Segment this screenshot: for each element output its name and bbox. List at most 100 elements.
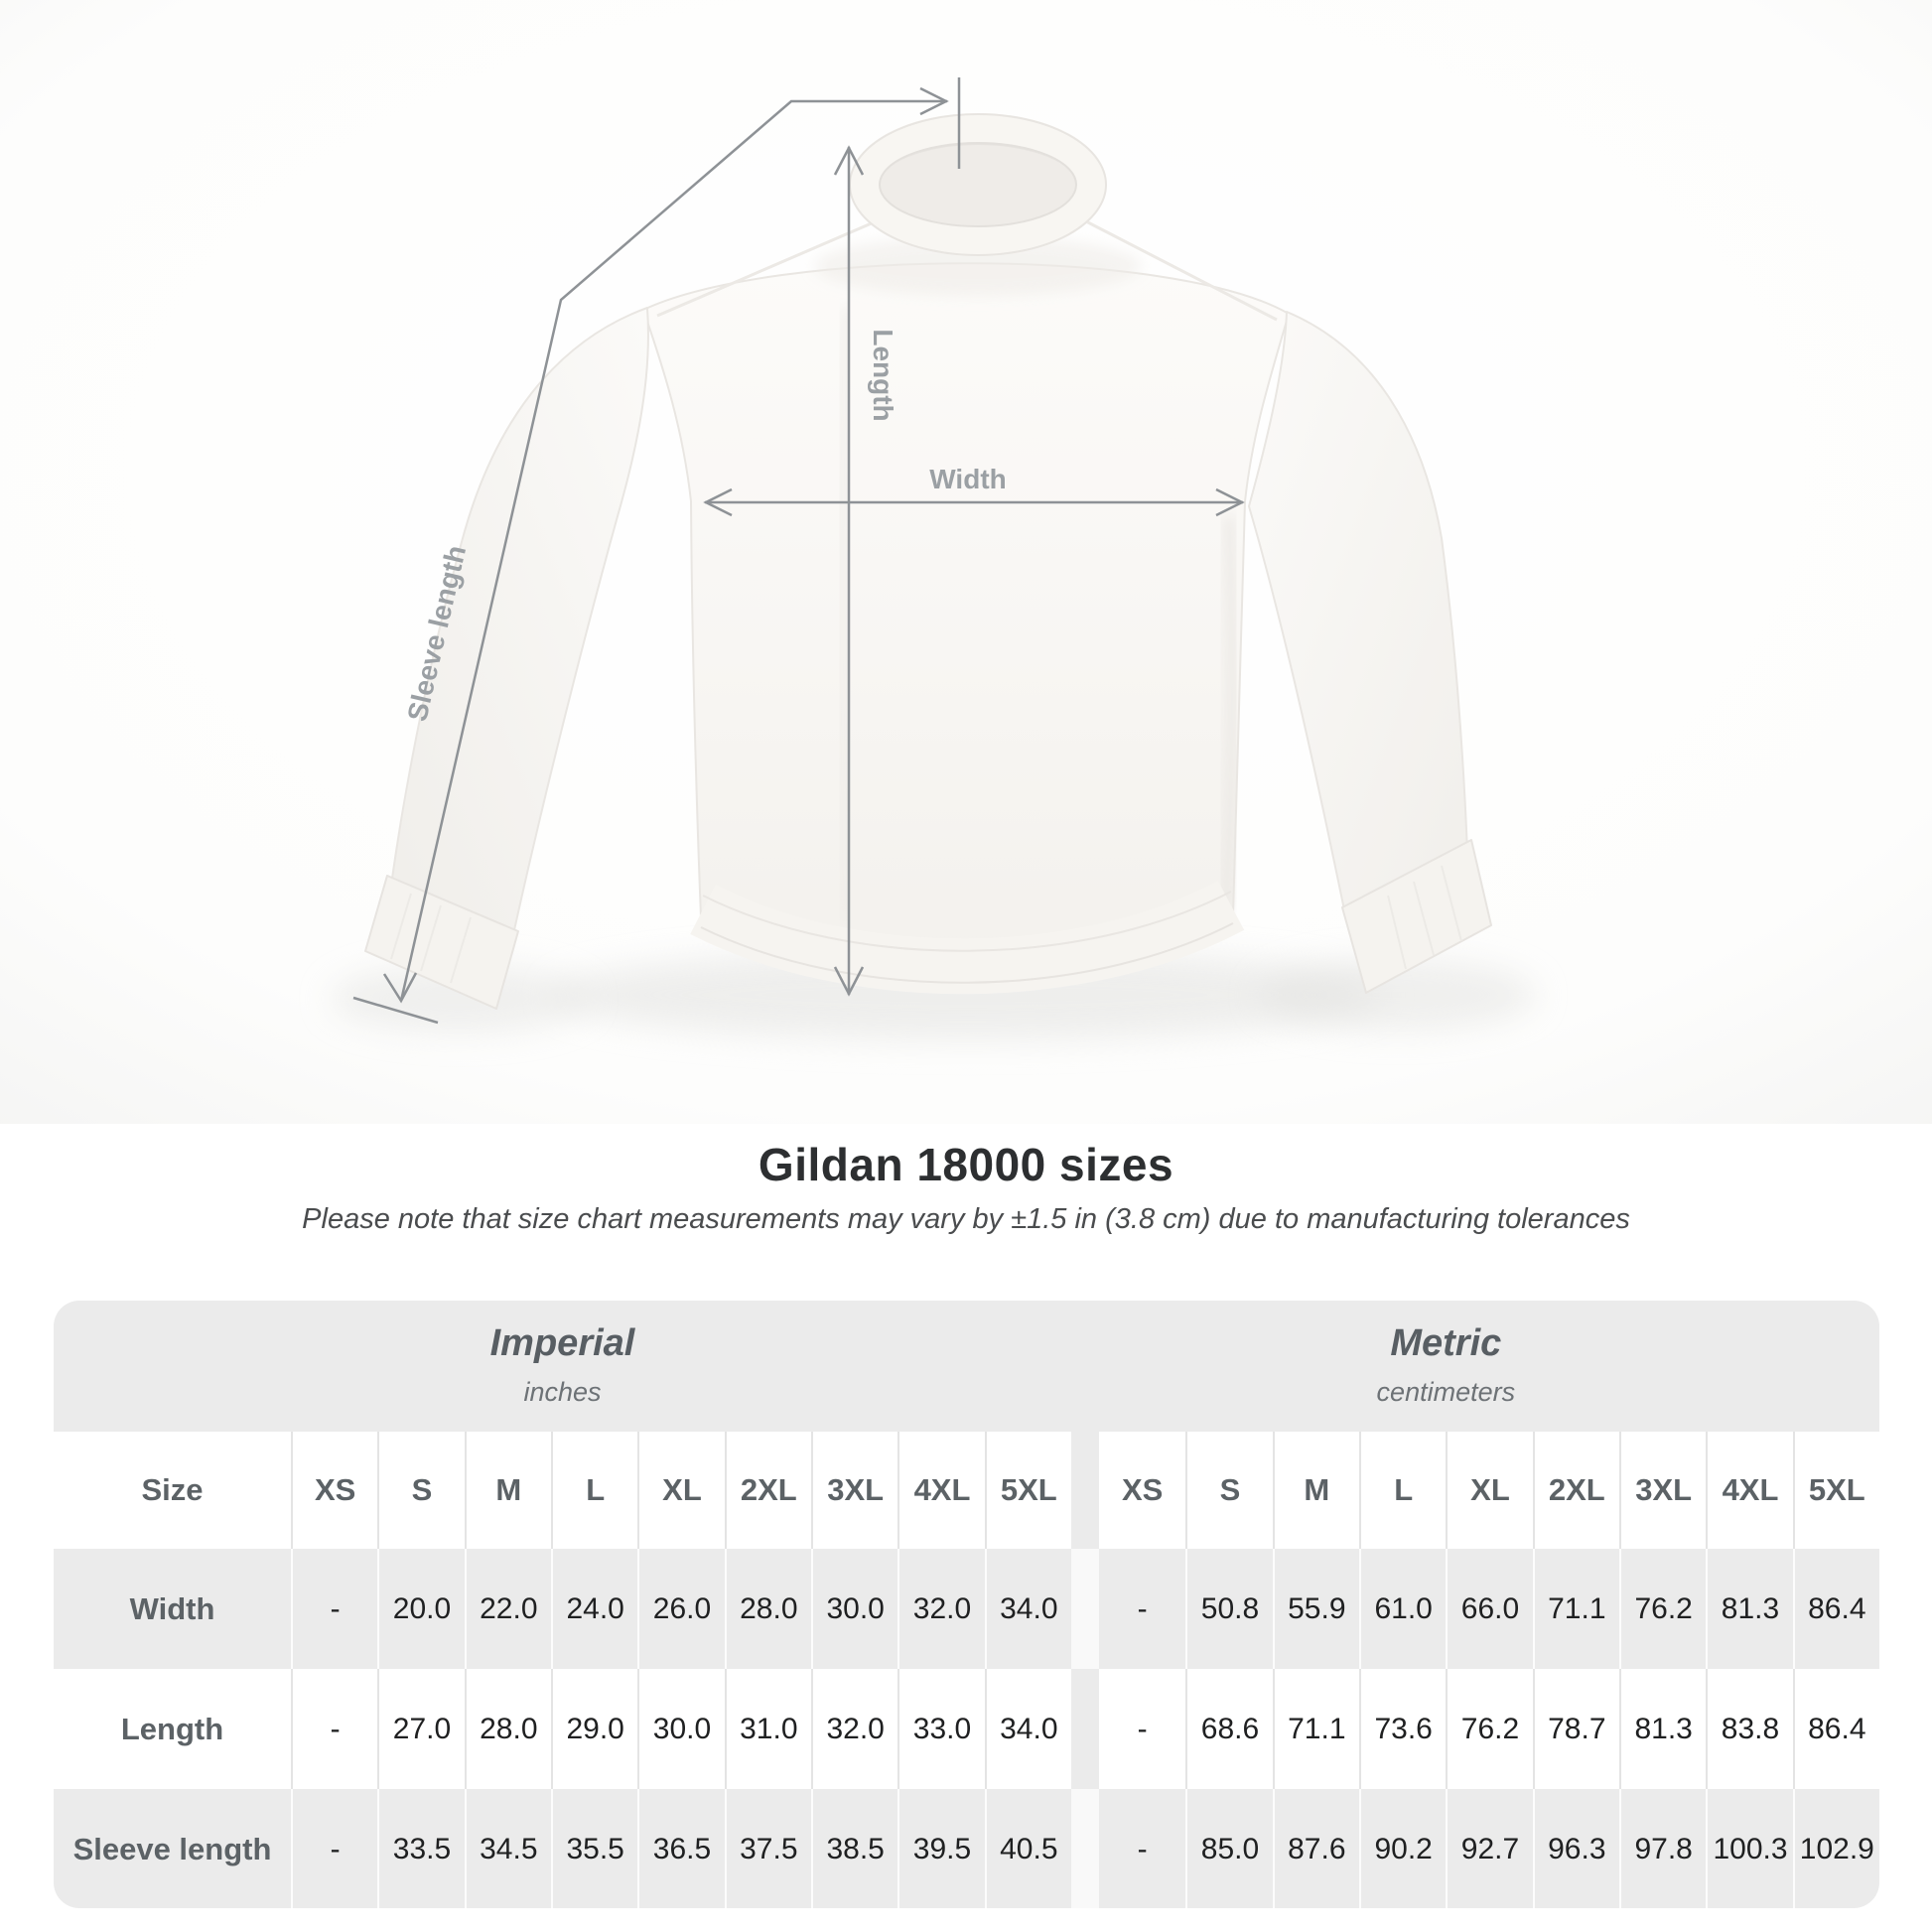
imperial-value-cell: - xyxy=(291,1549,377,1669)
size-table-body: Width -20.0 22.0 24.0 26.0 28.0 30.0 32.0 34.0-5… xyxy=(54,1549,1879,1908)
length-dimension-label: Length xyxy=(868,329,898,421)
metric-value-cell: 71.1 xyxy=(1272,1669,1359,1789)
group-divider xyxy=(1071,1432,1099,1549)
size-col-imperial-3xl: 3XL xyxy=(811,1432,897,1549)
group-divider xyxy=(1071,1549,1099,1669)
imperial-value-cell: 40.5 xyxy=(984,1789,1071,1908)
size-col-imperial-s: S xyxy=(377,1432,464,1549)
imperial-unit: inches xyxy=(523,1377,602,1407)
imperial-value-cell: 28.0 xyxy=(464,1669,551,1789)
size-col-imperial-xs: XS xyxy=(291,1432,377,1549)
size-col-imperial-4xl: 4XL xyxy=(897,1432,984,1549)
imperial-value-cell: 32.0 xyxy=(811,1669,897,1789)
imperial-value-cell: 39.5 xyxy=(897,1789,984,1908)
size-col-imperial-xl: XL xyxy=(637,1432,724,1549)
size-col-metric-3xl: 3XL xyxy=(1619,1432,1706,1549)
metric-unit: centimeters xyxy=(1376,1377,1516,1407)
size-col-metric-4xl: 4XL xyxy=(1706,1432,1792,1549)
imperial-value-cell: 22.0 xyxy=(464,1549,551,1669)
metric-value-cell: 86.4 xyxy=(1792,1549,1879,1669)
metric-value-cell: 78.7 xyxy=(1532,1669,1619,1789)
sweatshirt-size-diagram: Width Length Sleeve length xyxy=(0,0,1932,1124)
waistband xyxy=(690,881,1245,995)
group-divider xyxy=(1071,1789,1099,1908)
size-col-metric-l: L xyxy=(1359,1432,1446,1549)
size-col-imperial-l: L xyxy=(551,1432,637,1549)
size-header-row: Size XS S M L XL 2XL 3XL 4XL 5XL XS S M L XL 2XL 3XL 4XL 5… xyxy=(54,1432,1879,1549)
size-col-imperial-5xl: 5XL xyxy=(984,1432,1071,1549)
garment-shadow xyxy=(330,949,1537,1040)
metric-value-cell: 87.6 xyxy=(1272,1789,1359,1908)
metric-value-cell: 85.0 xyxy=(1185,1789,1272,1908)
metric-value-cell: - xyxy=(1137,1832,1148,1865)
imperial-value-cell: 34.5 xyxy=(464,1789,551,1908)
imperial-value-cell: 33.5 xyxy=(377,1789,464,1908)
metric-value-cell: 96.3 xyxy=(1532,1789,1619,1908)
metric-value-cell: - xyxy=(1137,1712,1148,1745)
imperial-value-cell: 38.5 xyxy=(811,1789,897,1908)
metric-value-cell: 71.1 xyxy=(1532,1549,1619,1669)
width-dimension-line xyxy=(703,487,1245,517)
metric-value-cell: 50.8 xyxy=(1185,1549,1272,1669)
tolerance-note: Please note that size chart measurements… xyxy=(302,1203,1630,1235)
size-col-metric-xs: XS xyxy=(1121,1472,1164,1507)
dimension-lines xyxy=(352,77,1245,1025)
metric-value-cell: 76.2 xyxy=(1619,1549,1706,1669)
sweatshirt-illustration xyxy=(364,113,1492,1010)
metric-value-cell: 55.9 xyxy=(1272,1549,1359,1669)
metric-value-cell: 73.6 xyxy=(1359,1669,1446,1789)
sweatshirt-body xyxy=(642,262,1290,968)
page-title: Gildan 18000 sizes xyxy=(758,1139,1174,1190)
imperial-value-cell: 35.5 xyxy=(551,1789,637,1908)
collar-rib xyxy=(850,113,1106,256)
size-col-imperial-m: M xyxy=(464,1432,551,1549)
imperial-value-cell: 27.0 xyxy=(377,1669,464,1789)
metric-value-cell: 92.7 xyxy=(1446,1789,1532,1908)
group-divider xyxy=(1071,1669,1099,1789)
imperial-value-cell: - xyxy=(291,1669,377,1789)
imperial-value-cell: 32.0 xyxy=(897,1549,984,1669)
metric-label: Metric xyxy=(1390,1322,1502,1364)
sleeve-dimension-line xyxy=(352,77,961,1025)
width-dimension-label: Width xyxy=(929,464,1007,494)
imperial-group-header: Imperial inches xyxy=(54,1301,1071,1432)
imperial-value-cell: 29.0 xyxy=(551,1669,637,1789)
imperial-value-cell: 33.0 xyxy=(897,1669,984,1789)
size-col-metric-5xl: 5XL xyxy=(1792,1432,1879,1549)
size-col-metric-s: S xyxy=(1185,1432,1272,1549)
size-chart-table: Imperial inches Metric centimeters Size X… xyxy=(54,1301,1879,1908)
imperial-value-cell: 37.5 xyxy=(724,1789,811,1908)
metric-value-cell: 100.3 xyxy=(1706,1789,1792,1908)
metric-value-cell: 61.0 xyxy=(1359,1549,1446,1669)
table-row-sleeve-length: Sleeve length -33.5 34.5 35.5 36.5 37.5 38.5 39… xyxy=(54,1789,1879,1908)
imperial-value-cell: 26.0 xyxy=(637,1549,724,1669)
table-row-length: Length -27.0 28.0 29.0 30.0 31.0 32.0 33.0 34.0-… xyxy=(54,1669,1879,1789)
table-row-width: Width -20.0 22.0 24.0 26.0 28.0 30.0 32.0 34.0-5… xyxy=(54,1549,1879,1669)
metric-value-cell: 97.8 xyxy=(1619,1789,1706,1908)
length-dimension-line xyxy=(833,145,865,997)
metric-group-header: Metric centimeters xyxy=(1099,1301,1793,1432)
imperial-value-cell: 28.0 xyxy=(724,1549,811,1669)
metric-value-cell: 76.2 xyxy=(1446,1669,1532,1789)
imperial-value-cell: 30.0 xyxy=(637,1669,724,1789)
imperial-value-cell: 30.0 xyxy=(811,1549,897,1669)
imperial-value-cell: - xyxy=(291,1789,377,1908)
size-col-metric-xl: XL xyxy=(1446,1432,1532,1549)
imperial-value-cell: 34.0 xyxy=(984,1549,1071,1669)
size-header-cell: Size xyxy=(141,1472,204,1507)
metric-value-cell: 83.8 xyxy=(1706,1669,1792,1789)
size-col-metric-2xl: 2XL xyxy=(1532,1432,1619,1549)
left-cuff xyxy=(364,875,519,1010)
units-band: Imperial inches Metric centimeters xyxy=(54,1301,1879,1432)
right-cuff xyxy=(1341,839,1492,994)
metric-value-cell: 102.9 xyxy=(1792,1789,1879,1908)
imperial-value-cell: 20.0 xyxy=(377,1549,464,1669)
imperial-value-cell: 31.0 xyxy=(724,1669,811,1789)
metric-value-cell: - xyxy=(1137,1591,1148,1625)
metric-value-cell: 90.2 xyxy=(1359,1789,1446,1908)
metric-value-cell: 81.3 xyxy=(1706,1549,1792,1669)
row-label: Length xyxy=(120,1711,224,1746)
metric-value-cell: 68.6 xyxy=(1185,1669,1272,1789)
metric-value-cell: 86.4 xyxy=(1792,1669,1879,1789)
imperial-label: Imperial xyxy=(489,1322,635,1364)
